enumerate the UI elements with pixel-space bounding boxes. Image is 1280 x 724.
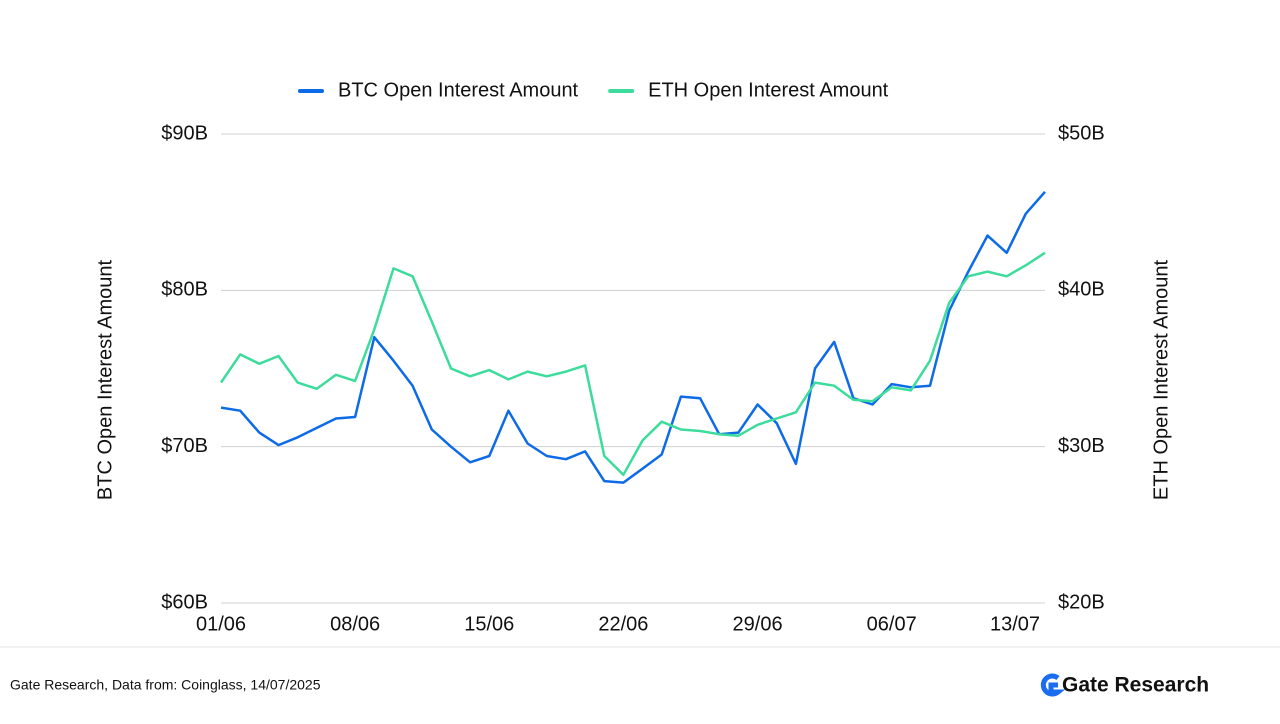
y2-tick-label: $40B — [1058, 279, 1105, 301]
y2-axis-title: ETH Open Interest Amount — [1150, 260, 1172, 501]
y2-tick-label: $30B — [1058, 435, 1105, 457]
x-tick-label: 22/06 — [598, 613, 648, 635]
y2-tick-label: $20B — [1058, 591, 1105, 613]
x-tick-label: 06/07 — [867, 613, 917, 635]
y-tick-label: $90B — [161, 122, 208, 144]
x-tick-label: 08/06 — [330, 613, 380, 635]
legend-label: BTC Open Interest Amount — [338, 79, 579, 101]
y-tick-label: $70B — [161, 435, 208, 457]
series-line — [219, 251, 1046, 477]
series-line — [220, 190, 1046, 484]
footer-source: Gate Research, Data from: Coinglass, 14/… — [10, 677, 321, 693]
y-tick-label: $60B — [161, 591, 208, 613]
legend-label: ETH Open Interest Amount — [648, 79, 889, 101]
y2-tick-label: $50B — [1058, 122, 1105, 144]
y-axis-title: BTC Open Interest Amount — [94, 260, 116, 501]
x-tick-label: 13/07 — [990, 613, 1040, 635]
y-tick-label: $80B — [161, 279, 208, 301]
x-tick-label: 29/06 — [733, 613, 783, 635]
x-tick-label: 01/06 — [196, 613, 246, 635]
x-tick-label: 15/06 — [464, 613, 514, 635]
logo: Gate Research — [1040, 673, 1209, 697]
logo-text: Gate Research — [1062, 674, 1209, 697]
logo-icon — [1040, 673, 1066, 697]
